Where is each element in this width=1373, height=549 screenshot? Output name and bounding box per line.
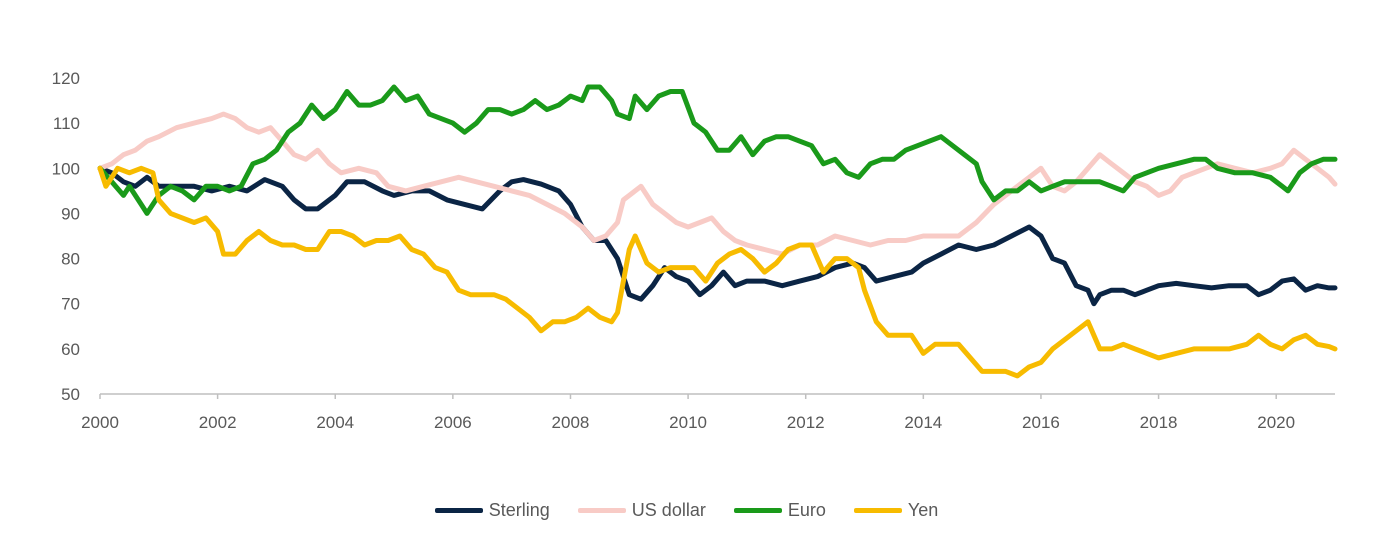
x-tick-label: 2018 <box>1140 413 1178 432</box>
legend-item-euro: Euro <box>733 500 826 521</box>
y-tick-label: 120 <box>52 69 80 88</box>
series-line-us-dollar <box>97 111 1338 257</box>
series-line-sterling <box>97 165 1338 307</box>
series-line-euro <box>97 84 1338 216</box>
series-line-yen <box>97 165 1338 379</box>
legend-label: Sterling <box>488 500 550 520</box>
x-tick-label: 2000 <box>81 413 119 432</box>
legend-swatch <box>733 508 782 513</box>
y-axis-ticks: 50 60 70 80 90 100 110 120 <box>52 69 80 404</box>
legend-item-sterling: Sterling <box>434 500 550 521</box>
x-axis-ticks: 2000 2002 2004 2006 2008 2010 2012 2014 2016 2018… <box>81 394 1295 432</box>
legend-item-yen: Yen <box>853 500 939 521</box>
legend-item-us-dollar: US dollar <box>577 500 706 521</box>
x-tick-label: 2006 <box>434 413 472 432</box>
legend: Sterling US dollar Euro Yen <box>0 500 1373 521</box>
x-tick-label: 2008 <box>552 413 590 432</box>
y-tick-label: 50 <box>61 385 80 404</box>
y-tick-label: 110 <box>53 114 80 133</box>
x-tick-label: 2004 <box>316 413 354 432</box>
y-tick-label: 90 <box>61 204 80 223</box>
legend-label: Euro <box>787 500 826 520</box>
legend-swatch <box>434 508 483 513</box>
y-tick-label: 100 <box>52 159 80 178</box>
x-tick-label: 2020 <box>1257 413 1295 432</box>
legend-label: Yen <box>907 500 939 520</box>
y-tick-label: 70 <box>61 295 80 314</box>
x-tick-label: 2002 <box>199 413 237 432</box>
legend-label: US dollar <box>631 500 706 520</box>
x-tick-label: 2016 <box>1022 413 1060 432</box>
x-tick-label: 2012 <box>787 413 825 432</box>
legend-swatch <box>853 508 902 513</box>
legend-swatch <box>577 508 626 513</box>
y-tick-label: 60 <box>61 340 80 359</box>
y-tick-label: 80 <box>61 250 80 269</box>
series-lines <box>97 84 1338 379</box>
x-tick-label: 2014 <box>904 413 942 432</box>
x-tick-label: 2010 <box>669 413 707 432</box>
